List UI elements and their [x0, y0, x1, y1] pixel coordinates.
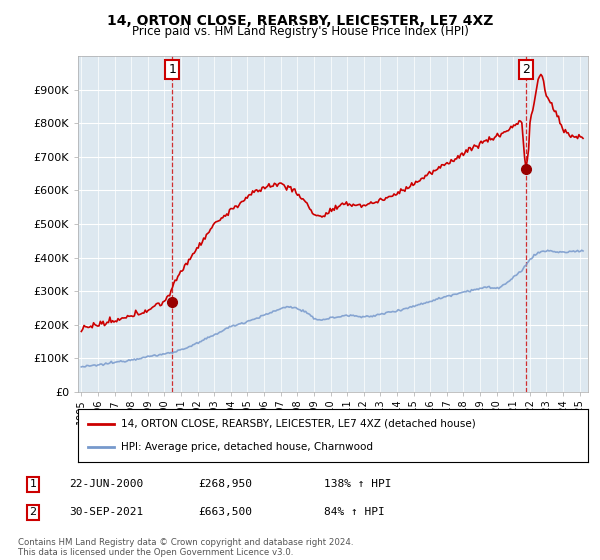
Text: Contains HM Land Registry data © Crown copyright and database right 2024.
This d: Contains HM Land Registry data © Crown c…	[18, 538, 353, 557]
Text: 138% ↑ HPI: 138% ↑ HPI	[324, 479, 392, 489]
Text: £268,950: £268,950	[198, 479, 252, 489]
Text: 30-SEP-2021: 30-SEP-2021	[69, 507, 143, 517]
Text: 84% ↑ HPI: 84% ↑ HPI	[324, 507, 385, 517]
Text: 2: 2	[29, 507, 37, 517]
Text: 14, ORTON CLOSE, REARSBY, LEICESTER, LE7 4XZ (detached house): 14, ORTON CLOSE, REARSBY, LEICESTER, LE7…	[121, 419, 476, 429]
Text: £663,500: £663,500	[198, 507, 252, 517]
Text: 1: 1	[29, 479, 37, 489]
Text: 1: 1	[168, 63, 176, 76]
Text: 22-JUN-2000: 22-JUN-2000	[69, 479, 143, 489]
Text: 14, ORTON CLOSE, REARSBY, LEICESTER, LE7 4XZ: 14, ORTON CLOSE, REARSBY, LEICESTER, LE7…	[107, 14, 493, 28]
Text: Price paid vs. HM Land Registry's House Price Index (HPI): Price paid vs. HM Land Registry's House …	[131, 25, 469, 38]
Text: HPI: Average price, detached house, Charnwood: HPI: Average price, detached house, Char…	[121, 442, 373, 452]
Text: 2: 2	[522, 63, 530, 76]
